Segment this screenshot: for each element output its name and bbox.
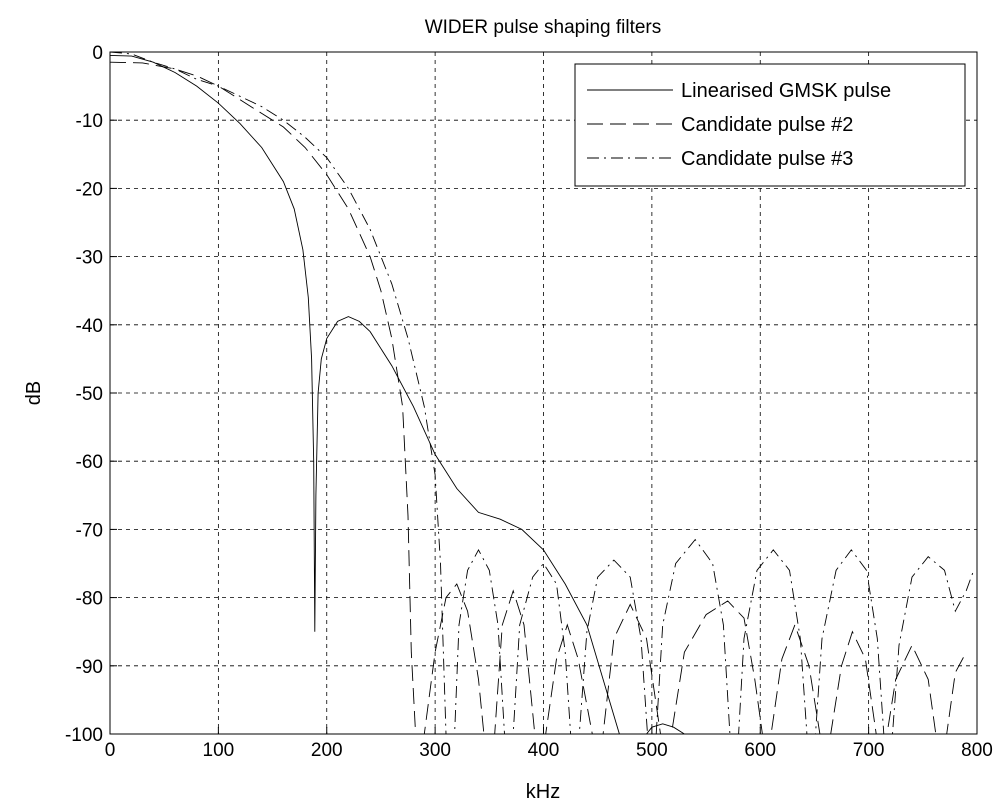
y-tick-label: -50 — [76, 384, 103, 405]
x-tick-label: 500 — [636, 740, 668, 761]
x-tick-label: 100 — [203, 740, 235, 761]
y-tick-label: -40 — [76, 316, 103, 337]
x-tick-label: 600 — [744, 740, 776, 761]
series-line-1 — [109, 54, 685, 735]
y-tick-label: -30 — [76, 248, 103, 269]
y-tick-label: -70 — [76, 520, 103, 541]
x-tick-label: 700 — [853, 740, 885, 761]
legend-label: Candidate pulse #3 — [681, 148, 853, 170]
legend-box — [574, 63, 966, 187]
x-axis-label: kHz — [526, 781, 560, 803]
y-tick-label: -60 — [76, 452, 103, 473]
legend-label: Candidate pulse #2 — [681, 114, 853, 136]
series-line-3 — [109, 51, 975, 735]
series-line-2 — [109, 61, 967, 735]
y-tick-label: 0 — [92, 43, 103, 64]
x-tick-label: 800 — [961, 740, 993, 761]
legend: Linearised GMSK pulse Candidate pulse #2 C… — [574, 63, 966, 187]
y-axis-label: dB — [23, 381, 45, 405]
x-tick-label: 200 — [311, 740, 343, 761]
grid-lines — [110, 52, 977, 734]
y-tick-label: -20 — [76, 179, 103, 200]
x-axis-ticks: 0 100 200 300 400 500 600 700 800 — [105, 727, 993, 761]
y-tick-label: -80 — [76, 589, 103, 610]
legend-label: Linearised GMSK pulse — [681, 80, 891, 102]
y-tick-label: -10 — [76, 111, 103, 132]
x-tick-label: 400 — [528, 740, 560, 761]
y-tick-label: -90 — [76, 657, 103, 678]
x-tick-label: 0 — [105, 740, 116, 761]
x-tick-label: 300 — [419, 740, 451, 761]
y-tick-label: -100 — [65, 725, 103, 746]
series-group — [109, 51, 975, 735]
y-axis-ticks: 0 -10 -20 -30 -40 -50 -60 -70 -80 -90 -100 — [65, 43, 117, 746]
chart-title: WIDER pulse shaping filters — [425, 17, 662, 38]
